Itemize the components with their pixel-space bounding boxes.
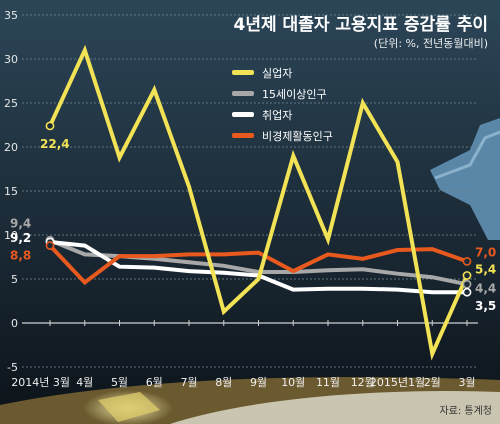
series-line	[48, 243, 469, 286]
data-label: 5,4	[475, 262, 496, 276]
x-tick-label: 10월	[281, 376, 305, 389]
end-point-marker	[462, 279, 472, 289]
legend-item: 15세이상인구	[232, 83, 333, 104]
x-tick-label: 2월	[424, 376, 441, 389]
end-point-marker	[462, 256, 472, 266]
legend-label: 15세이상인구	[262, 87, 327, 101]
y-tick-label: 15	[4, 185, 18, 198]
y-tick-label: -5	[7, 361, 18, 374]
legend: 실업자 15세이상인구 취업자 비경제활동인구	[232, 62, 333, 146]
y-tick-label: 5	[11, 273, 18, 286]
x-tick-label: 3월	[458, 376, 475, 389]
building-illustration	[98, 392, 160, 422]
y-tick-label: 25	[4, 97, 18, 110]
y-tick-label: 10	[4, 229, 18, 242]
data-label: 9,2	[10, 231, 31, 245]
legend-item: 취업자	[232, 104, 333, 125]
x-tick-label: 7월	[180, 376, 197, 389]
x-tick-label: 5월	[111, 376, 128, 389]
end-point-marker	[45, 241, 55, 250]
legend-label: 취업자	[262, 108, 293, 122]
x-tick-label: 11월	[316, 376, 340, 389]
y-tick-label: 0	[11, 317, 18, 330]
data-label: 22,4	[40, 137, 70, 151]
y-tick-label: 35	[4, 9, 18, 22]
end-point-marker	[462, 287, 472, 297]
end-point-marker	[462, 271, 472, 280]
x-tick-label: 2015년1월	[370, 376, 425, 389]
legend-swatch	[232, 133, 254, 138]
data-label: 4,4	[475, 281, 496, 295]
legend-label: 비경제활동인구	[262, 129, 333, 143]
y-axis: -5 0 5 10 15 20 25 30 35	[4, 9, 18, 374]
y-tick-label: 30	[4, 53, 18, 66]
legend-swatch	[232, 70, 254, 75]
series-lines	[48, 44, 469, 361]
legend-label: 실업자	[262, 66, 293, 80]
chart-subtitle: (단위: %, 전년동월대비)	[373, 37, 488, 50]
series-line	[48, 44, 469, 361]
x-tick-label: 4월	[76, 376, 93, 389]
x-tick-label: 2014년 3월	[11, 376, 70, 389]
data-label: 3,5	[475, 299, 496, 313]
source-note: 자료: 통계청	[439, 406, 492, 417]
chart-title: 4년제 대졸자 고용지표 증감률 추이	[233, 15, 488, 35]
data-labels: 22,4 9,49,2 8,8 7,0 5,4 4,4 3,5	[10, 121, 496, 313]
legend-swatch	[232, 112, 254, 117]
end-point-marker	[45, 121, 55, 131]
legend-item: 실업자	[232, 62, 333, 83]
x-tick-label: 8월	[215, 376, 232, 389]
x-tick-label: 9월	[250, 376, 267, 389]
data-label: 8,8	[10, 249, 31, 263]
data-label: 7,0	[475, 245, 496, 259]
y-tick-label: 20	[4, 141, 18, 154]
legend-swatch	[232, 91, 254, 96]
data-label: 9,4	[10, 216, 31, 230]
x-tick-label: 12월	[351, 376, 375, 389]
gridlines	[22, 14, 478, 368]
legend-item: 비경제활동인구	[232, 125, 333, 146]
x-tick-label: 6월	[146, 376, 163, 389]
faucet-illustration	[430, 118, 500, 240]
